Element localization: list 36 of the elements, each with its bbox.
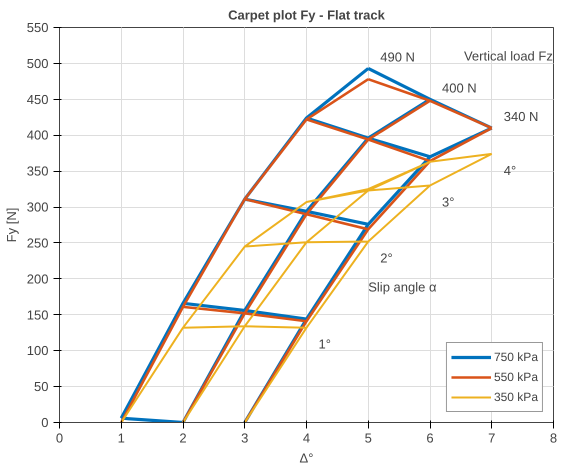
y-tick-label: 500 (26, 56, 49, 71)
x-tick-label: 5 (364, 430, 372, 446)
y-tick-label: 350 (26, 164, 49, 179)
chart-title: Carpet plot Fy - Flat track (228, 8, 386, 22)
y-tick-label: 100 (26, 343, 49, 358)
legend-label: 550 kPa (494, 370, 538, 384)
y-tick-label: 250 (26, 235, 49, 250)
y-axis-title: Fy [N] (4, 208, 19, 242)
x-tick-label: 1 (118, 430, 125, 446)
y-tick-label: 300 (26, 200, 49, 215)
y-tick-label: 150 (26, 307, 49, 322)
annotation: 400 N (442, 80, 477, 96)
annotation: 340 N (504, 109, 538, 124)
y-tick-label: 50 (34, 379, 49, 394)
x-tick-label: 3 (241, 430, 248, 446)
x-axis-title: Δ° (300, 450, 314, 466)
annotation: 1° (318, 336, 331, 352)
y-tick-label: 400 (26, 128, 49, 143)
x-tick-label: 2 (179, 430, 187, 446)
y-tick-label: 0 (41, 415, 49, 430)
x-tick-label: 8 (550, 430, 558, 446)
annotation: Vertical load Fz (464, 48, 553, 64)
annotation: 4° (504, 162, 516, 178)
annotation: 490 N (380, 49, 415, 64)
legend-label: 750 kPa (494, 350, 538, 364)
legend-label: 350 kPa (494, 390, 538, 404)
y-tick-label: 550 (26, 20, 49, 35)
x-tick-label: 7 (488, 430, 496, 446)
annotation: Slip angle α (368, 280, 437, 295)
y-tick-label: 450 (26, 92, 49, 107)
y-tick-label: 200 (26, 271, 49, 286)
x-tick-label: 0 (56, 430, 64, 446)
x-tick-label: 6 (426, 430, 434, 446)
annotation: 2° (380, 250, 393, 266)
x-tick-label: 4 (302, 430, 310, 446)
annotation: 3° (442, 194, 454, 210)
